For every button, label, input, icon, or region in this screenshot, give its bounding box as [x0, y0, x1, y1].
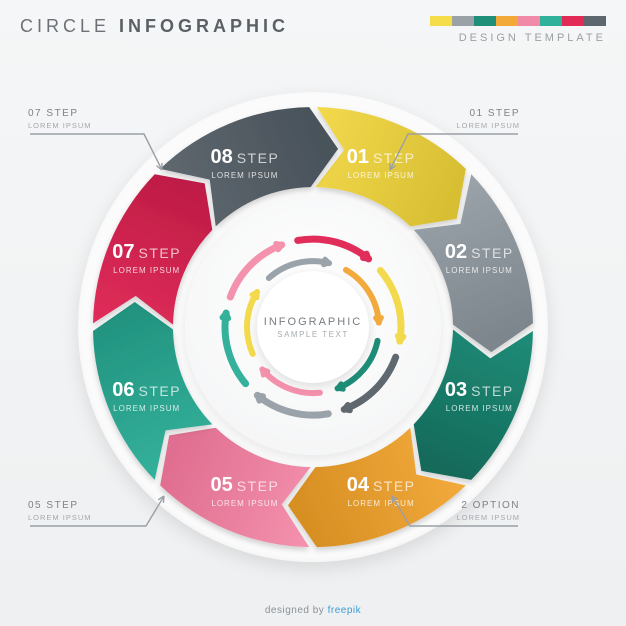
swatch [518, 16, 540, 26]
footer-brand: freepik [328, 605, 362, 616]
callout-body: LOREM IPSUM [456, 121, 520, 130]
title-bold: INFOGRAPHIC [119, 16, 289, 36]
callout-title: 01 STEP [456, 108, 520, 119]
footer-prefix: designed by [265, 605, 328, 616]
core-title: INFOGRAPHIC [264, 316, 362, 328]
swatch [430, 16, 452, 26]
page-title: CIRCLE INFOGRAPHIC [20, 16, 289, 37]
callout-body: LOREM IPSUM [28, 121, 92, 130]
callout: 2 OPTION LOREM IPSUM [456, 500, 520, 522]
swatch [562, 16, 584, 26]
swatch [474, 16, 496, 26]
swatch [496, 16, 518, 26]
swatch [584, 16, 606, 26]
swatch [452, 16, 474, 26]
page-subtitle: DESIGN TEMPLATE [430, 32, 606, 44]
callout-title: 05 STEP [28, 500, 92, 511]
circle-infographic: INFOGRAPHIC SAMPLE TEXT 01STEPLOREM IPSU… [78, 92, 548, 562]
callout-title: 2 OPTION [456, 500, 520, 511]
callout-body: LOREM IPSUM [28, 513, 92, 522]
title-light: CIRCLE [20, 16, 110, 36]
callout: 01 STEP LOREM IPSUM [456, 108, 520, 130]
attribution: designed by freepik [0, 605, 626, 616]
callout-title: 07 STEP [28, 108, 92, 119]
color-swatches [430, 16, 606, 26]
core-disc: INFOGRAPHIC SAMPLE TEXT [257, 271, 369, 383]
outer-disc: INFOGRAPHIC SAMPLE TEXT 01STEPLOREM IPSU… [78, 92, 548, 562]
swatch [540, 16, 562, 26]
core-subtitle: SAMPLE TEXT [277, 330, 348, 339]
callout-body: LOREM IPSUM [456, 513, 520, 522]
inner-disc: INFOGRAPHIC SAMPLE TEXT [185, 199, 441, 455]
callout: 05 STEP LOREM IPSUM [28, 500, 92, 522]
callout: 07 STEP LOREM IPSUM [28, 108, 92, 130]
